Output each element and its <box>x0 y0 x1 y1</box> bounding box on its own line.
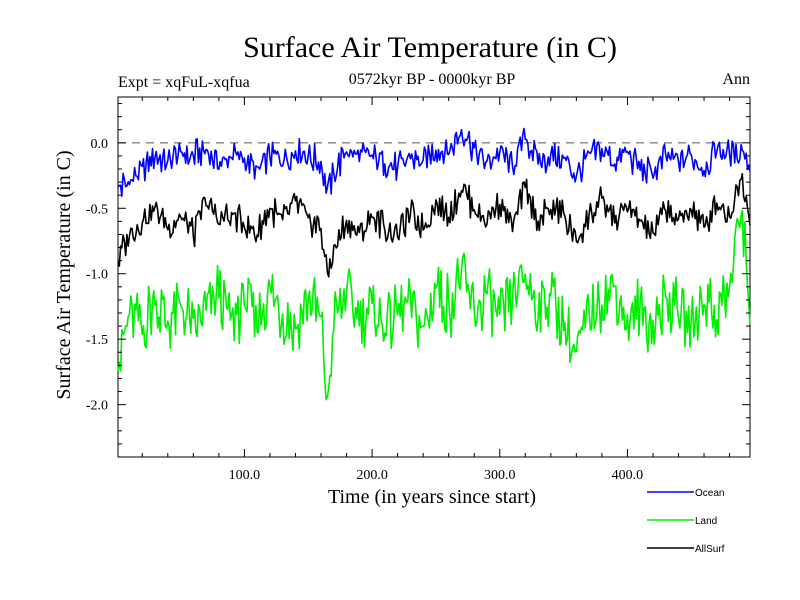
x-axis-title: Time (in years since start) <box>328 486 536 508</box>
season-label: Ann <box>722 71 750 88</box>
series-layer <box>117 127 751 401</box>
y-tick-label: -2.0 <box>86 399 108 414</box>
axis-layer: 100.0 200.0 300.0 400.0 0.0 -0.5 -1.0 -1.5 -2.0 <box>86 97 750 483</box>
legend-label-allsurf: AllSurf <box>695 544 725 555</box>
y-tick-label: 0.0 <box>91 137 109 152</box>
y-tick-label: -0.5 <box>86 202 108 217</box>
legend-label-land: Land <box>695 516 717 527</box>
y-axis-title: Surface Air Temperature (in C) <box>53 150 75 399</box>
plot-frame <box>117 96 751 458</box>
y-tick-label: -1.0 <box>86 268 108 283</box>
experiment-label: Expt = xqFuL-xqfua <box>118 74 250 91</box>
series-line-ocean <box>117 127 751 197</box>
x-tick-label: 200.0 <box>356 468 388 483</box>
series-line-land <box>117 209 751 401</box>
x-tick-label: 400.0 <box>612 468 644 483</box>
x-tick-label: 300.0 <box>484 468 516 483</box>
chart-title: Surface Air Temperature (in C) <box>243 31 617 64</box>
y-tick-label: -1.5 <box>86 333 108 348</box>
time-range-label: 0572kyr BP - 0000kyr BP <box>349 71 516 88</box>
x-tick-label: 100.0 <box>229 468 261 483</box>
legend-label-ocean: Ocean <box>695 488 724 499</box>
plot-area <box>117 96 751 458</box>
legend: Ocean Land AllSurf <box>647 488 725 555</box>
series-line-allsurf <box>117 173 751 278</box>
